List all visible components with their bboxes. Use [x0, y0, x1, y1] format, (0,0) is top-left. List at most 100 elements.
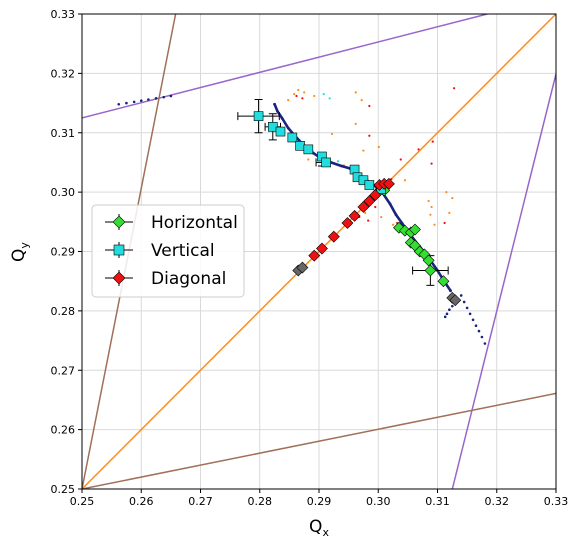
track-dot-2-0	[117, 103, 120, 106]
x-tick-label-6: 0.31	[425, 495, 450, 508]
track-dot-1-12	[481, 336, 484, 339]
x-tick-label-8: 0.33	[544, 495, 569, 508]
x-tick-label-0: 0.25	[70, 495, 95, 508]
noise-point-0-4	[313, 95, 315, 97]
noise-point-1-8	[374, 206, 376, 208]
noise-point-1-1	[301, 97, 303, 99]
noise-point-1-5	[432, 141, 434, 143]
noise-point-0-14	[428, 200, 430, 202]
track-dot-1-3	[451, 305, 454, 308]
x-tick-label-1: 0.26	[129, 495, 154, 508]
x-tick-label-4: 0.29	[307, 495, 332, 508]
noise-point-2-1	[329, 97, 331, 99]
noise-point-0-0	[287, 99, 289, 101]
track-point-0-2	[281, 117, 284, 120]
track-dot-1-13	[484, 342, 487, 345]
track-dot-1-9	[472, 318, 475, 321]
track-dot-1-7	[466, 307, 469, 310]
point-vertical-2	[276, 127, 285, 136]
y-tick-label-3: 0.28	[51, 305, 76, 318]
legend: Horizontal Vertical Diagonal	[92, 205, 244, 297]
noise-point-0-1	[293, 93, 295, 95]
track-dot-2-3	[140, 99, 143, 102]
noise-point-1-3	[368, 135, 370, 137]
point-vertical-3	[288, 133, 297, 142]
track-dot-1-5	[460, 294, 463, 297]
track-dot-2-7	[170, 95, 173, 98]
track-dot-1-0	[444, 316, 447, 319]
point-vertical-7	[322, 158, 331, 167]
track-dot-1-10	[475, 324, 478, 327]
track-point-0-1	[276, 110, 279, 113]
track-dot-1-8	[469, 313, 472, 316]
track-dot-2-6	[162, 96, 165, 99]
track-point-0-9	[340, 165, 343, 168]
track-dot-2-1	[125, 102, 128, 105]
noise-point-1-2	[368, 105, 370, 107]
noise-point-0-26	[362, 149, 364, 151]
noise-point-1-15	[444, 222, 446, 224]
noise-point-0-20	[433, 224, 435, 226]
noise-point-0-27	[378, 146, 380, 148]
noise-point-0-8	[331, 133, 333, 135]
noise-point-0-15	[430, 206, 432, 208]
noise-point-0-5	[355, 91, 357, 93]
noise-point-1-0	[295, 95, 297, 97]
track-dot-2-4	[147, 98, 150, 101]
y-tick-label-0: 0.25	[51, 483, 76, 496]
noise-point-0-18	[451, 197, 453, 199]
noise-point-2-2	[337, 160, 339, 162]
track-point-0-15	[389, 203, 392, 206]
noise-point-0-7	[355, 123, 357, 125]
noise-point-0-19	[448, 212, 450, 214]
noise-point-0-17	[445, 191, 447, 193]
track-dot-1-2	[448, 308, 451, 311]
noise-point-0-21	[364, 212, 366, 214]
y-tick-label-2: 0.27	[51, 364, 76, 377]
noise-point-0-6	[361, 99, 363, 101]
x-tick-label-2: 0.27	[188, 495, 213, 508]
track-dot-2-5	[155, 97, 158, 100]
y-tick-label-7: 0.32	[51, 67, 76, 80]
track-dot-2-2	[133, 101, 136, 104]
noise-point-1-6	[430, 163, 432, 165]
point-vertical-11	[365, 181, 374, 190]
track-dot-1-6	[463, 301, 466, 304]
noise-point-0-16	[429, 214, 431, 216]
track-point-0-24	[449, 289, 452, 292]
track-point-0-3	[287, 127, 290, 130]
point-vertical-4	[296, 141, 305, 150]
x-tick-label-7: 0.32	[485, 495, 510, 508]
legend-horizontal-label: Horizontal	[151, 213, 238, 233]
noise-point-0-2	[297, 89, 299, 91]
noise-point-1-9	[367, 220, 369, 222]
noise-point-1-4	[453, 87, 455, 89]
y-tick-label-1: 0.26	[51, 424, 76, 437]
noise-point-1-14	[417, 148, 419, 150]
x-tick-label-3: 0.28	[248, 495, 273, 508]
y-tick-label-4: 0.29	[51, 246, 76, 259]
y-tick-label-8: 0.33	[51, 8, 76, 21]
noise-point-0-13	[404, 179, 406, 181]
y-tick-label-5: 0.30	[51, 186, 76, 199]
noise-point-0-23	[392, 224, 394, 226]
noise-point-0-22	[380, 216, 382, 218]
point-vertical-0	[254, 112, 263, 121]
track-point-0-16	[395, 213, 398, 216]
track-point-0-0	[273, 103, 276, 106]
noise-point-0-3	[303, 91, 305, 93]
legend-vertical-label: Vertical	[151, 241, 215, 261]
point-vertical-5	[304, 145, 313, 154]
y-tick-label-6: 0.31	[51, 127, 76, 140]
noise-point-2-0	[323, 93, 325, 95]
noise-point-0-24	[307, 158, 309, 160]
legend-diagonal-label: Diagonal	[151, 269, 226, 289]
legend-vertical-marker	[114, 245, 124, 255]
noise-point-1-13	[400, 158, 402, 160]
x-tick-label-5: 0.30	[366, 495, 391, 508]
track-dot-1-1	[446, 313, 449, 316]
track-dot-1-11	[478, 330, 481, 333]
